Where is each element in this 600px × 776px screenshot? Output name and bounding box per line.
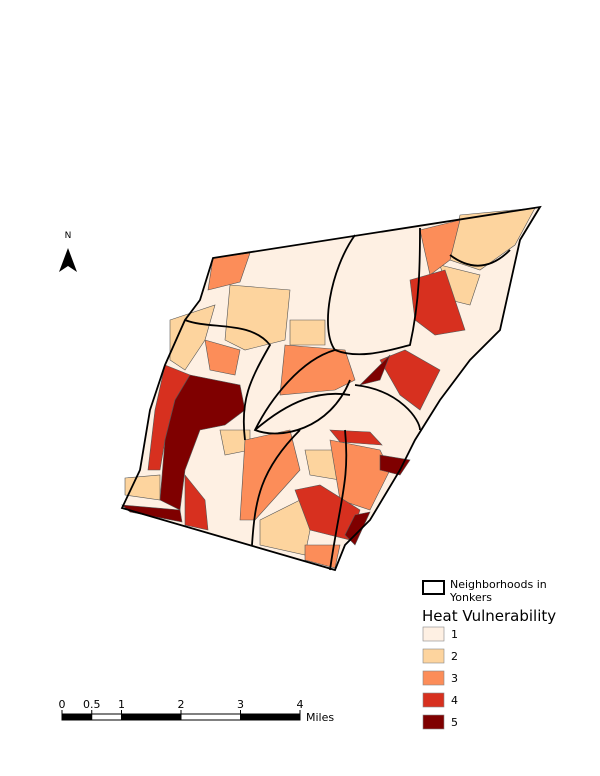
north-arrow-shape — [59, 248, 77, 272]
legend-label: 2 — [451, 650, 458, 663]
legend-title: Heat Vulnerability — [422, 607, 556, 625]
legend-label: 1 — [451, 628, 458, 641]
region — [204, 339, 241, 376]
legend-label: 4 — [451, 694, 458, 707]
region — [419, 219, 461, 276]
legend-label: 3 — [451, 672, 458, 685]
scale-label: 1 — [118, 698, 125, 711]
north-label: N — [65, 231, 72, 241]
outline-swatch — [422, 580, 445, 595]
map-body — [120, 205, 542, 572]
legend-swatch — [422, 626, 445, 642]
north-arrow: N — [59, 231, 77, 272]
region — [409, 269, 466, 336]
legend-swatch — [422, 714, 445, 730]
legend-outline-label: Neighborhoods in Yonkers — [450, 578, 547, 604]
legend-label: 5 — [451, 716, 458, 729]
region — [344, 511, 371, 546]
region — [329, 429, 383, 446]
neighborhood-boundary — [184, 227, 511, 571]
scale-segment — [61, 713, 93, 721]
region — [449, 207, 536, 271]
scale-segment — [91, 713, 122, 721]
region — [184, 474, 209, 531]
region — [239, 429, 301, 521]
legend: 1 2 3 4 5 — [422, 626, 458, 730]
region — [159, 374, 246, 511]
legend-swatch — [422, 648, 445, 664]
region — [379, 349, 441, 411]
region — [359, 354, 391, 386]
region — [259, 499, 311, 556]
scale-segment — [240, 713, 301, 721]
scale-segment — [180, 713, 241, 721]
scale-unit: Miles — [306, 711, 334, 724]
scale-label: 4 — [297, 698, 304, 711]
region — [304, 544, 341, 569]
scale-label: 2 — [178, 698, 185, 711]
legend-swatch — [422, 692, 445, 708]
scale-segment — [121, 713, 182, 721]
region — [224, 284, 291, 351]
scale-label: 0 — [59, 698, 66, 711]
region — [289, 319, 326, 346]
legend-swatch — [422, 670, 445, 686]
region — [329, 439, 391, 511]
region — [379, 454, 411, 476]
scale-label: 0.5 — [83, 698, 101, 711]
map-outline — [120, 205, 542, 572]
scale-label: 3 — [237, 698, 244, 711]
